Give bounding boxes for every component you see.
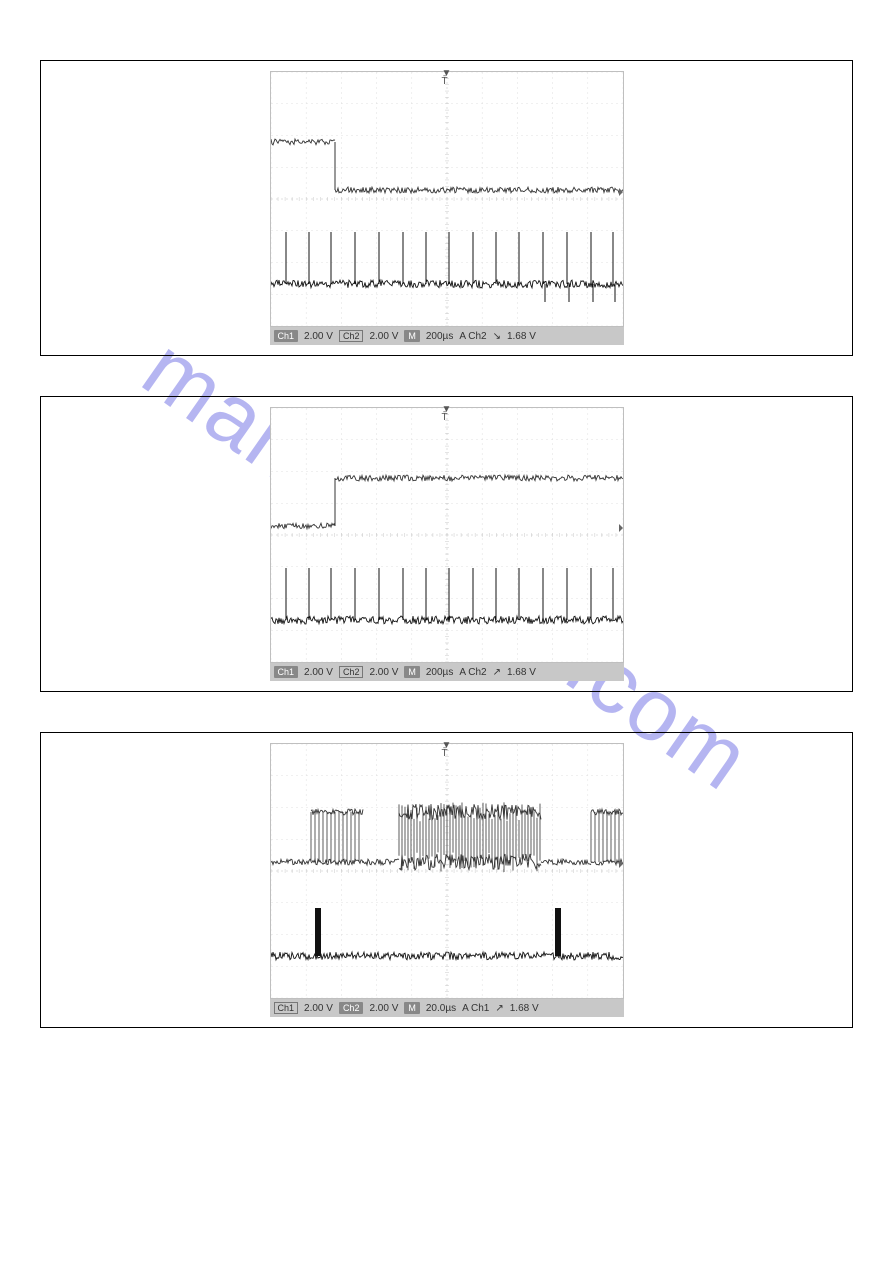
ch1-scale: 2.00 V [304, 331, 333, 342]
oscilloscope-2: ▼T̄ Ch1 2.00 V Ch2 2.00 V M 200µs A Ch2 … [270, 407, 624, 681]
trig-edge-icon: ↗ [493, 667, 501, 678]
ch2-chip: Ch2 [339, 330, 364, 342]
status-bar-2: Ch1 2.00 V Ch2 2.00 V M 200µs A Ch2 ↗ 1.… [270, 663, 624, 681]
timebase-chip: M [404, 1002, 420, 1014]
ch1-chip: Ch1 [274, 666, 299, 678]
ch1-scale: 2.00 V [304, 1003, 333, 1014]
trig-src: A Ch2 [459, 667, 486, 678]
status-bar-1: Ch1 2.00 V Ch2 2.00 V M 200µs A Ch2 ↘ 1.… [270, 327, 624, 345]
figure-box-3: ▼T̄ Ch1 2.00 V Ch2 2.00 V M 20.0µs A Ch1… [40, 732, 853, 1028]
ch2-scale: 2.00 V [369, 331, 398, 342]
ch1-scale: 2.00 V [304, 667, 333, 678]
ch1-chip: Ch1 [274, 1002, 299, 1014]
oscilloscope-1: ▼T̄ Ch1 2.00 V Ch2 2.00 V M 200µs A Ch2 … [270, 71, 624, 345]
timebase-chip: M [404, 666, 420, 678]
trig-level: 1.68 V [510, 1003, 539, 1014]
waveform-svg-2 [271, 408, 623, 662]
trig-level: 1.68 V [507, 667, 536, 678]
status-bar-3: Ch1 2.00 V Ch2 2.00 V M 20.0µs A Ch1 ↗ 1… [270, 999, 624, 1017]
scope-screen-3: ▼T̄ [270, 743, 624, 999]
ch2-chip: Ch2 [339, 1002, 364, 1014]
scope-screen-1: ▼T̄ [270, 71, 624, 327]
trig-src: A Ch1 [462, 1003, 489, 1014]
trig-level: 1.68 V [507, 331, 536, 342]
page: manualshive.com ▼T̄ Ch1 2.00 V Ch2 2.00 … [0, 0, 893, 1128]
timebase-chip: M [404, 330, 420, 342]
trigger-marker-icon: ▼T̄ [442, 70, 452, 86]
timebase-val: 20.0µs [426, 1003, 456, 1014]
trigger-marker-icon: ▼T̄ [442, 742, 452, 758]
oscilloscope-3: ▼T̄ Ch1 2.00 V Ch2 2.00 V M 20.0µs A Ch1… [270, 743, 624, 1017]
ch1-chip: Ch1 [274, 330, 299, 342]
ch2-scale: 2.00 V [369, 1003, 398, 1014]
waveform-svg-3 [271, 744, 623, 998]
scope-screen-2: ▼T̄ [270, 407, 624, 663]
timebase-val: 200µs [426, 667, 453, 678]
trig-src: A Ch2 [459, 331, 486, 342]
waveform-svg-1 [271, 72, 623, 326]
ch2-scale: 2.00 V [369, 667, 398, 678]
trigger-marker-icon: ▼T̄ [442, 406, 452, 422]
trig-edge-icon: ↘ [493, 331, 501, 342]
figure-box-2: ▼T̄ Ch1 2.00 V Ch2 2.00 V M 200µs A Ch2 … [40, 396, 853, 692]
trig-edge-icon: ↗ [495, 1003, 503, 1014]
figure-box-1: ▼T̄ Ch1 2.00 V Ch2 2.00 V M 200µs A Ch2 … [40, 60, 853, 356]
ch2-chip: Ch2 [339, 666, 364, 678]
timebase-val: 200µs [426, 331, 453, 342]
